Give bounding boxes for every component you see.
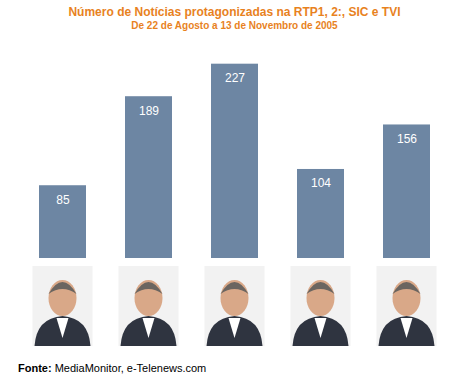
svg-text:189: 189 xyxy=(139,104,159,118)
svg-text:227: 227 xyxy=(225,71,245,85)
svg-text:85: 85 xyxy=(56,193,70,207)
html-text:Número de Notícias protagoniza: Número de Notícias protagonizadas na RTP… xyxy=(68,5,401,19)
svg-text:156: 156 xyxy=(397,132,417,146)
svg-text:104: 104 xyxy=(311,176,331,190)
html-text:Fonte: MediaMonitor, e-Telenew: Fonte: MediaMonitor, e-Telenews.com xyxy=(18,362,207,374)
html-text:De 22 de Agosto a 13 de Novemb: De 22 de Agosto a 13 de Novembro de 2005 xyxy=(131,20,338,31)
